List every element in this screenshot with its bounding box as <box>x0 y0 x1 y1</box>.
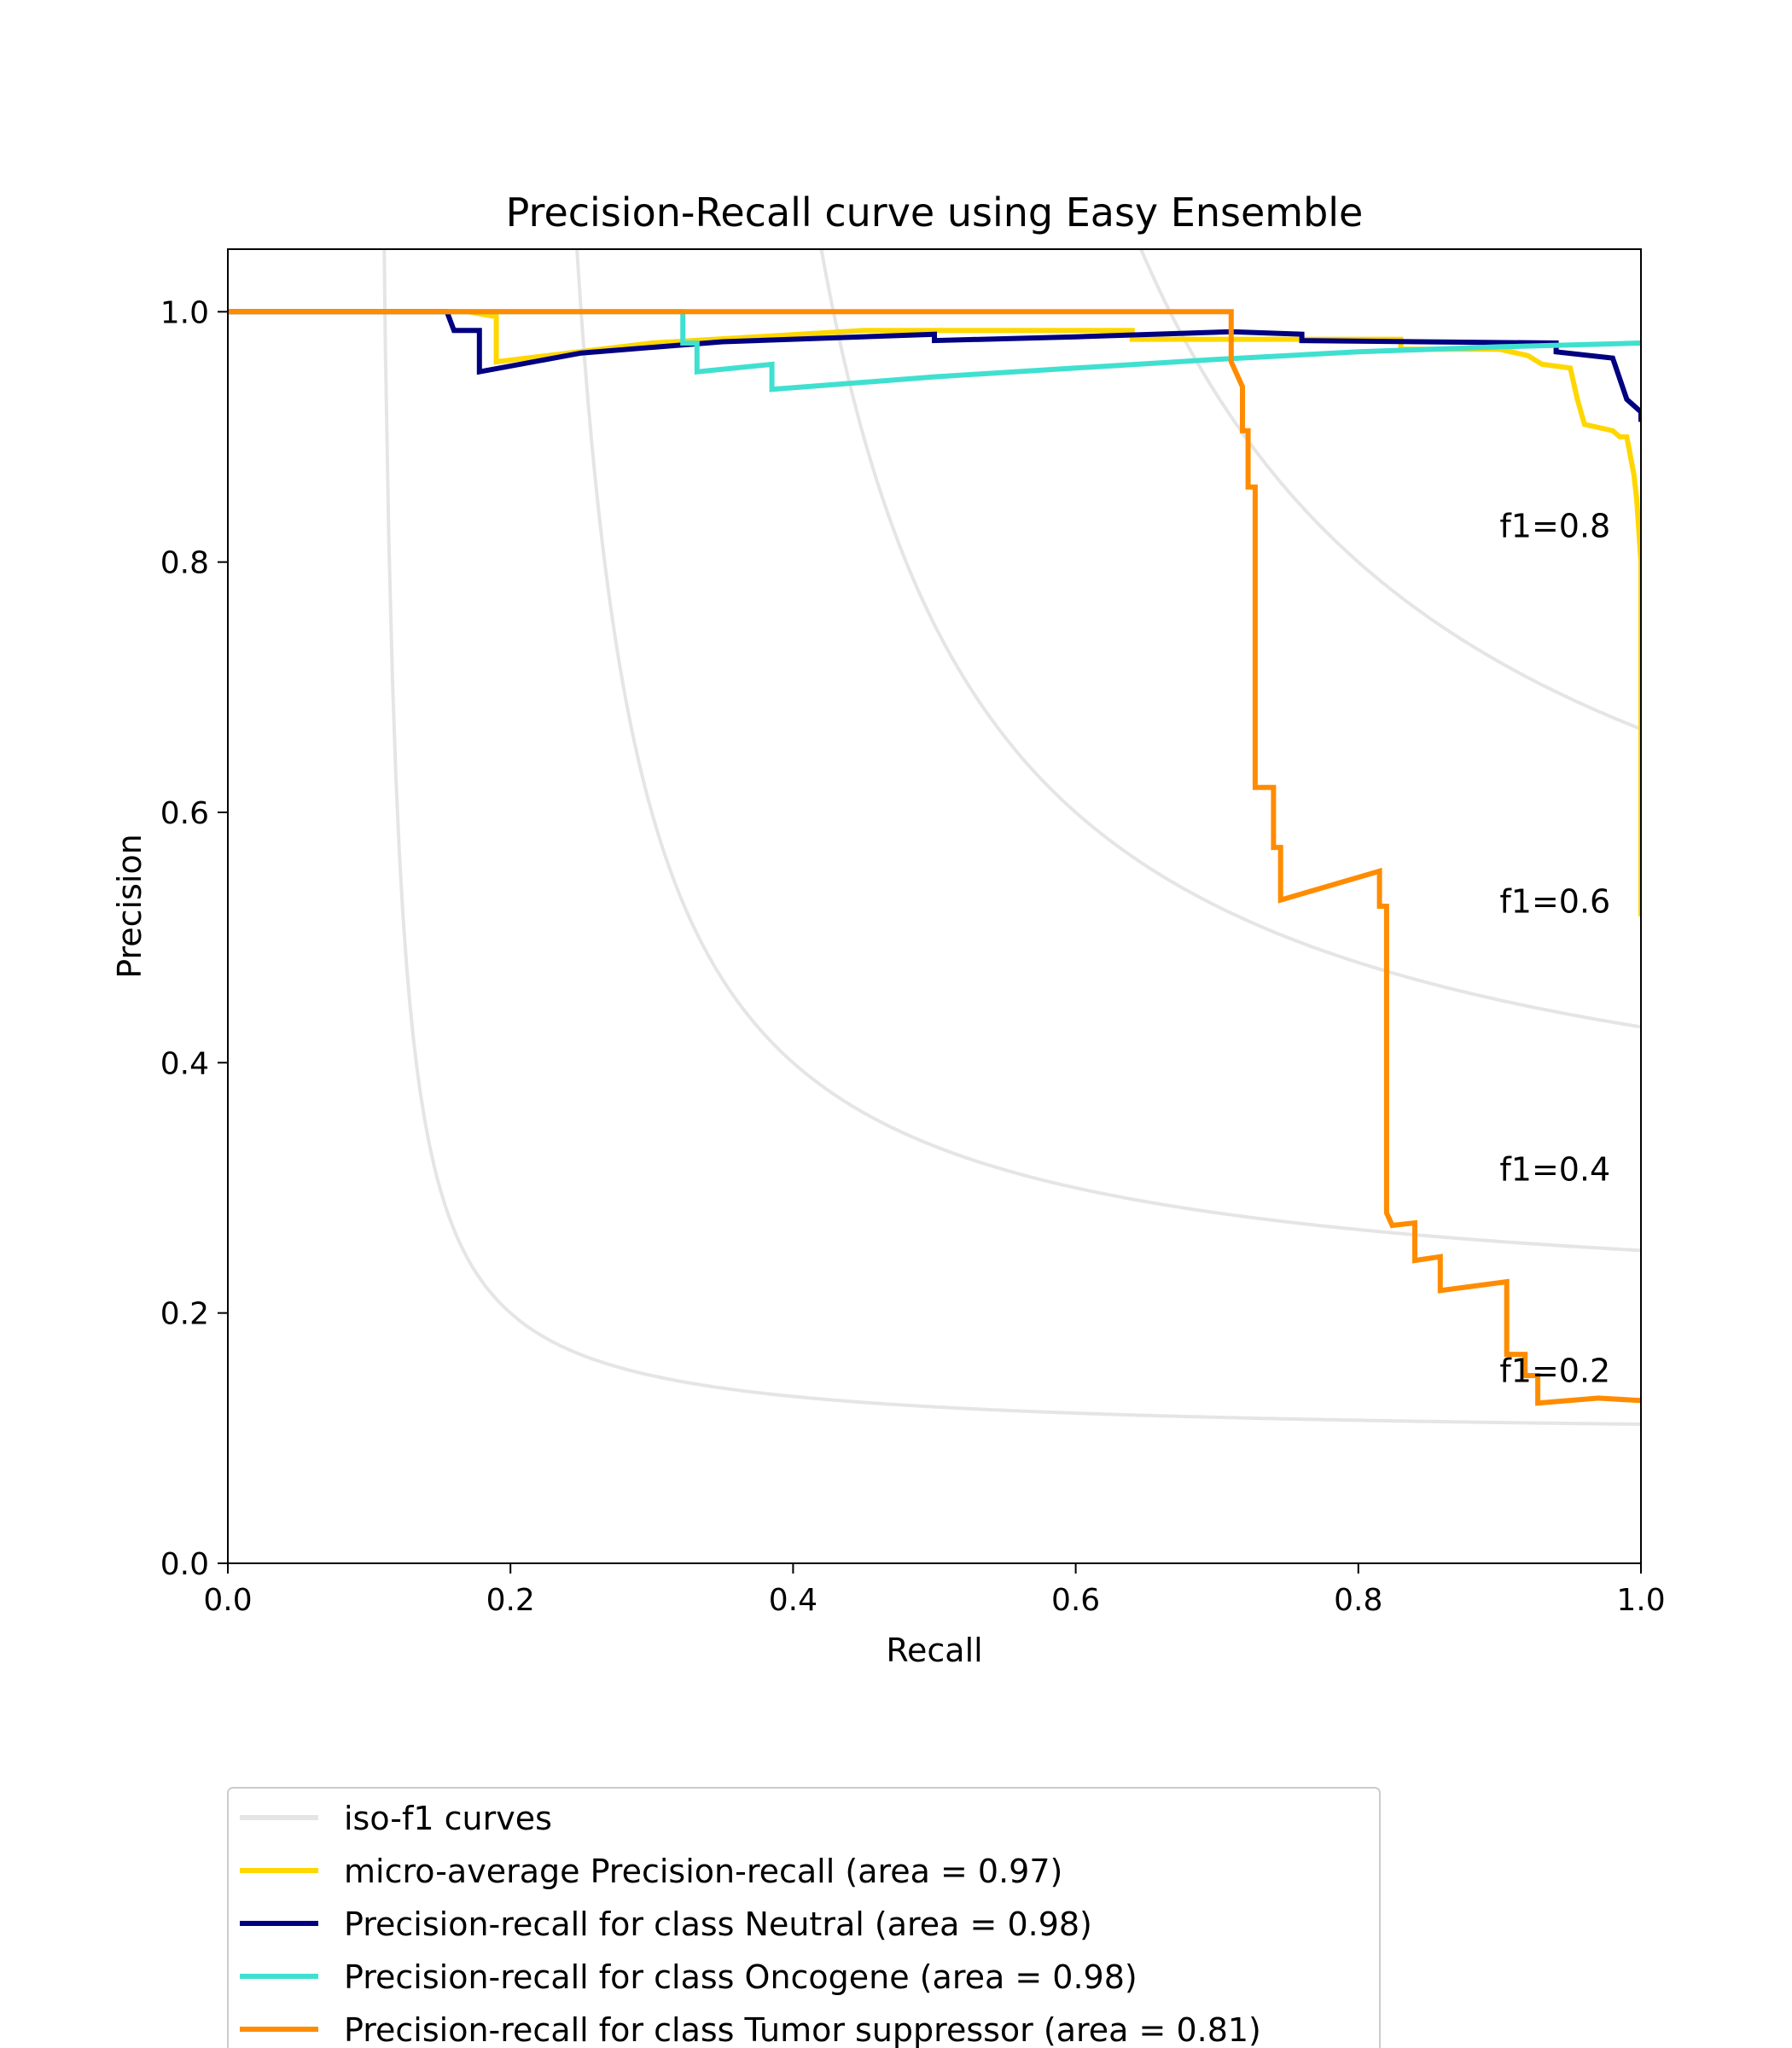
iso-f1-curve <box>575 249 1641 1253</box>
y-axis: 0.0 0.2 0.4 0.6 0.8 1.0 <box>160 295 228 1582</box>
x-axis-label: Recall <box>886 1632 982 1669</box>
legend-entry-label: iso-f1 curves <box>344 1800 552 1837</box>
iso-f1-curves <box>382 249 1641 1426</box>
y-axis-label: Precision <box>111 834 148 979</box>
pr-curves <box>228 309 1641 1406</box>
legend-box <box>227 1787 1381 2048</box>
x-tick-label: 0.8 <box>1334 1583 1382 1618</box>
pr-curve-line <box>228 309 1641 1406</box>
x-tick-label: 0.2 <box>486 1583 535 1618</box>
iso-f1-label: f1=0.4 <box>1499 1151 1610 1189</box>
y-tick-label: 1.0 <box>160 295 209 330</box>
iso-f1-label: f1=0.8 <box>1499 507 1610 544</box>
y-tick-label: 0.4 <box>160 1046 209 1081</box>
pr-curve-line <box>228 309 1641 393</box>
x-axis: 0.0 0.2 0.4 0.6 0.8 1.0 <box>203 1563 1666 1618</box>
legend-entry-label: Precision-recall for class Tumor suppres… <box>344 2011 1261 2048</box>
legend-entry-label: Precision-recall for class Neutral (area… <box>344 1905 1092 1943</box>
iso-f1-curve <box>382 249 1641 1426</box>
pr-curve-line <box>228 309 1641 916</box>
x-tick-label: 0.6 <box>1051 1583 1100 1618</box>
x-tick-label: 1.0 <box>1616 1583 1665 1618</box>
y-tick-label: 0.8 <box>160 546 209 581</box>
iso-f1-label: f1=0.2 <box>1499 1352 1610 1389</box>
y-tick-label: 0.2 <box>160 1297 209 1332</box>
iso-f1-curve <box>1138 249 1641 731</box>
pr-curve-line <box>228 309 1641 422</box>
legend-entry-label: micro-average Precision-recall (area = 0… <box>344 1853 1062 1890</box>
y-tick-label: 0.0 <box>160 1547 209 1582</box>
iso-f1-curve <box>819 249 1641 1029</box>
legend-entry-label: Precision-recall for class Oncogene (are… <box>344 1958 1137 1996</box>
chart-title: Precision-Recall curve using Easy Ensemb… <box>506 189 1364 236</box>
legend: iso-f1 curves micro-average Precision-rec… <box>227 1787 1381 2048</box>
iso-f1-label: f1=0.6 <box>1499 882 1610 920</box>
y-tick-label: 0.6 <box>160 796 209 831</box>
x-tick-label: 0.4 <box>769 1583 817 1618</box>
plot-area-frame <box>227 248 1642 1564</box>
x-tick-label: 0.0 <box>203 1583 252 1618</box>
